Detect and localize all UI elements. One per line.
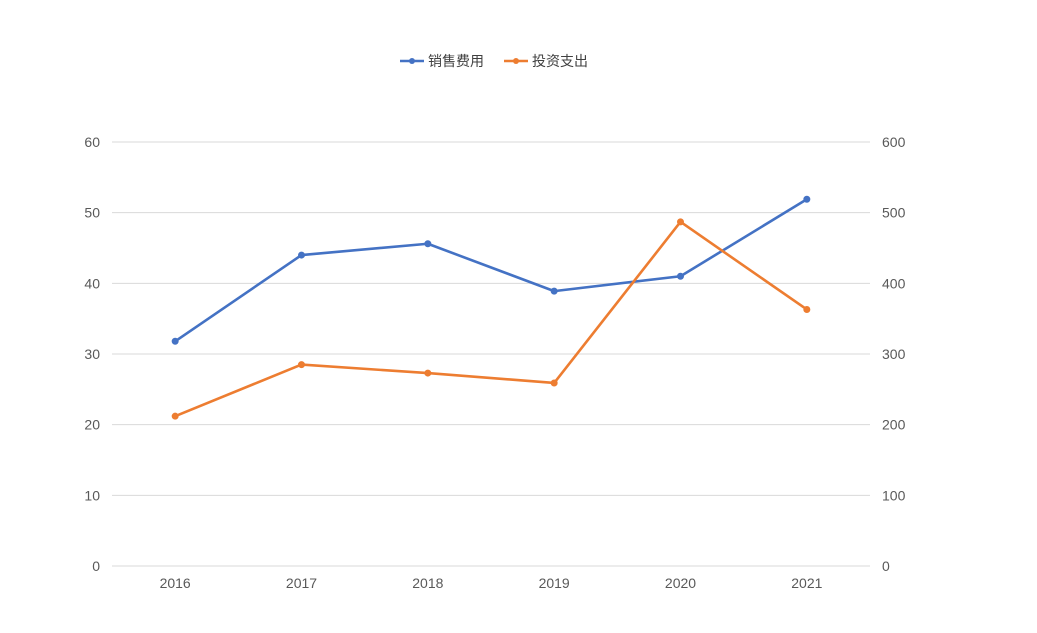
x-tick-label: 2020 [665,575,696,591]
data-point [298,361,305,369]
legend-swatch-marker [409,58,415,64]
y-left-tick-label: 30 [84,346,100,362]
y-left-tick-label: 60 [84,134,100,150]
gridlines [112,141,870,567]
x-tick-label: 2019 [539,575,570,591]
y-right-tick-label: 300 [882,346,906,362]
x-tick-label: 2018 [412,575,443,591]
y-left-tick-label: 10 [84,487,100,503]
y-left-tick-label: 20 [84,417,100,433]
y-right-tick-label: 0 [882,558,890,574]
data-point [677,218,684,226]
y-right-tick-label: 400 [882,275,906,291]
x-tick-label: 2017 [286,575,317,591]
data-point [803,305,811,313]
data-point [424,369,432,377]
data-point [803,195,811,203]
y-right-tick-label: 100 [882,487,906,503]
data-point [550,379,558,387]
data-point [550,287,558,295]
x-tick-label: 2021 [791,575,822,591]
series [171,195,811,420]
data-point [424,240,432,248]
data-point [677,272,684,280]
data-point [171,337,179,345]
y-left-tick-label: 40 [84,275,100,291]
legend-label: 销售费用 [428,54,484,70]
y-right-tick-label: 200 [882,417,906,433]
legend-swatch-marker [513,58,519,64]
y-left-tick-label: 50 [84,205,100,221]
legend-label: 投资支出 [532,54,588,70]
y-left-tick-label: 0 [92,558,100,574]
data-point [298,251,305,259]
x-tick-label: 2016 [160,575,191,591]
y-right-tick-label: 500 [882,205,906,221]
series-line [173,220,809,418]
data-point [171,412,179,420]
legend: 销售费用 投资支出 [400,54,588,70]
series-line [173,197,809,343]
y-right-tick-label: 600 [882,134,906,150]
